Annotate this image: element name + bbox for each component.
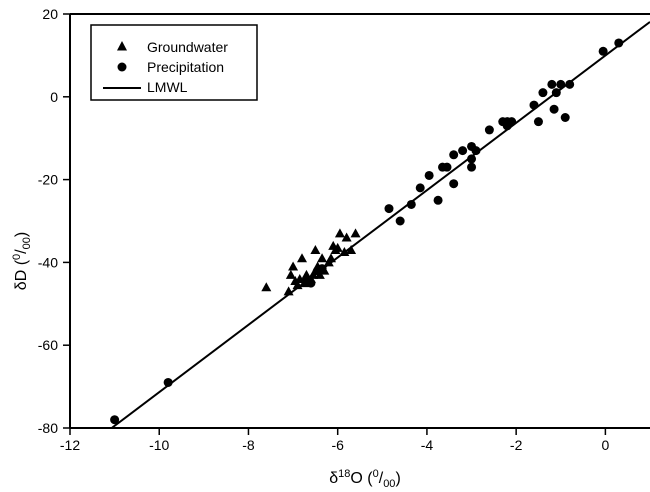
groundwater-point xyxy=(301,269,312,279)
x-axis-title-unit-den: 00 xyxy=(383,478,395,490)
y-axis-title-close: ) xyxy=(13,232,30,237)
precipitation-point xyxy=(433,195,443,205)
precipitation-point xyxy=(415,183,425,193)
precipitation-point xyxy=(471,146,481,156)
precipitation-point xyxy=(598,46,608,56)
groundwater-point xyxy=(317,253,328,263)
precipitation-point xyxy=(547,79,557,89)
x-axis-title-delta: δ xyxy=(329,470,338,487)
groundwater-point xyxy=(326,253,336,263)
y-tick-label: 20 xyxy=(42,6,58,22)
precipitation-point xyxy=(424,170,434,180)
x-tick-label: -2 xyxy=(510,437,523,453)
y-axis-title-unit-slash: / xyxy=(13,249,30,254)
y-tick-label: -20 xyxy=(38,172,58,188)
precipitation-point xyxy=(533,117,543,127)
x-tick-label: -4 xyxy=(421,437,434,453)
groundwater-point xyxy=(297,253,307,263)
groundwater-point xyxy=(283,286,294,296)
y-tick-label: -40 xyxy=(38,254,58,270)
precipitation-point xyxy=(317,264,327,274)
groundwater-point xyxy=(341,232,352,242)
precipitation-point xyxy=(538,88,548,98)
precipitation-point xyxy=(384,204,394,214)
x-tick-label: -10 xyxy=(149,437,169,453)
precipitation-point xyxy=(556,79,566,89)
precipitation-point xyxy=(449,179,459,189)
legend-label-lmwl: LMWL xyxy=(147,79,188,95)
groundwater-point xyxy=(308,269,319,279)
plot-frame xyxy=(69,13,650,429)
x-axis-title-unit-num: 0 xyxy=(373,468,379,480)
precipitation-point xyxy=(110,415,120,425)
precipitation-point xyxy=(551,88,561,98)
x-axis-title-close: ) xyxy=(395,470,400,487)
lmwl-line xyxy=(111,21,650,429)
legend-circle-marker xyxy=(117,62,127,72)
groundwater-point xyxy=(310,244,321,254)
legend-triangle-marker xyxy=(117,41,127,51)
y-axis-title-delta: δ xyxy=(13,281,30,290)
precipitation-point xyxy=(467,162,477,172)
x-axis-title-main: O ( xyxy=(350,470,373,487)
precipitation-point xyxy=(560,113,570,122)
precipitation-point xyxy=(614,38,624,48)
y-axis-title-unit-num: 0 xyxy=(11,254,23,260)
legend-label-precipitation: Precipitation xyxy=(147,59,224,75)
precipitation-point xyxy=(484,125,494,135)
precipitation-point xyxy=(507,117,517,127)
x-axis-title: δ18O (0/00) xyxy=(329,468,401,490)
precipitation-point xyxy=(565,79,575,89)
y-axis-title-main: D ( xyxy=(13,259,30,281)
y-tick-label: 0 xyxy=(50,89,58,105)
x-axis-title-sup: 18 xyxy=(338,468,350,480)
groundwater-point xyxy=(285,269,296,279)
lmwl-layer xyxy=(111,21,650,429)
precipitation-point xyxy=(449,150,459,160)
x-tick-label: -12 xyxy=(60,437,80,453)
precipitation-point xyxy=(395,216,405,226)
groundwater-point xyxy=(332,242,343,252)
y-tick-label: -80 xyxy=(38,420,58,436)
groundwater-point xyxy=(261,282,272,292)
x-tick-label: 0 xyxy=(601,437,609,453)
groundwater-point xyxy=(288,261,299,271)
groundwater-point xyxy=(350,228,361,238)
legend: Groundwater Precipitation LMWL xyxy=(90,24,258,101)
legend-label-groundwater: Groundwater xyxy=(147,39,228,55)
y-axis-title: δD (0/00) xyxy=(11,232,33,290)
groundwater-point xyxy=(334,228,345,238)
y-tick-label: -60 xyxy=(38,337,58,353)
precipitation-point xyxy=(406,199,416,209)
points-layer xyxy=(110,38,624,425)
precipitation-point xyxy=(549,104,559,114)
precipitation-point xyxy=(529,100,539,110)
legend-entry-lmwl: LMWL xyxy=(103,79,188,95)
precipitation-point xyxy=(163,377,173,387)
legend-entry-groundwater: Groundwater xyxy=(117,39,228,55)
x-tick-label: -8 xyxy=(242,437,255,453)
precipitation-point xyxy=(458,146,468,156)
precipitation-point xyxy=(442,162,452,172)
precipitation-point xyxy=(306,278,316,288)
x-axis-title-unit-slash: / xyxy=(379,470,384,487)
groundwater-point xyxy=(346,244,357,254)
y-axis-title-unit-den: 00 xyxy=(21,237,33,249)
legend-entry-precipitation: Precipitation xyxy=(117,59,224,75)
x-tick-label: -6 xyxy=(331,437,344,453)
precipitation-point xyxy=(467,154,477,164)
